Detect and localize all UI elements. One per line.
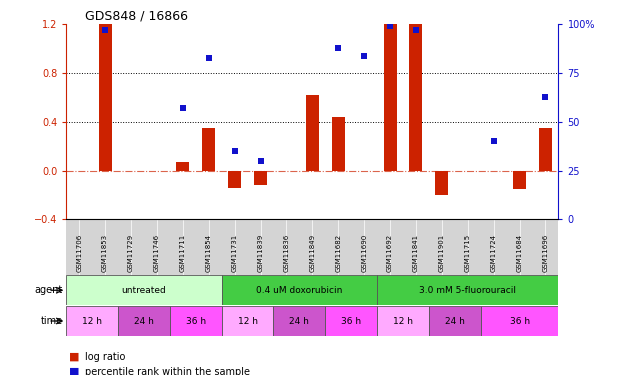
- Bar: [170, 306, 221, 336]
- Text: GSM11696: GSM11696: [543, 234, 548, 272]
- Bar: [254, 171, 267, 185]
- Text: GSM11841: GSM11841: [413, 234, 419, 272]
- Text: 36 h: 36 h: [509, 316, 529, 326]
- Text: GSM11706: GSM11706: [76, 234, 82, 272]
- Text: 24 h: 24 h: [134, 316, 154, 326]
- Bar: [435, 171, 449, 195]
- Text: GSM11690: GSM11690: [361, 234, 367, 272]
- Text: GSM11715: GSM11715: [465, 234, 471, 272]
- Bar: [66, 306, 118, 336]
- Text: GSM11849: GSM11849: [309, 234, 316, 272]
- Text: GSM11901: GSM11901: [439, 234, 445, 272]
- Bar: [228, 171, 241, 188]
- Text: ■: ■: [69, 367, 80, 375]
- Text: 12 h: 12 h: [238, 316, 257, 326]
- Text: agent: agent: [35, 285, 63, 295]
- Bar: [377, 306, 429, 336]
- Bar: [410, 24, 422, 171]
- Bar: [221, 275, 377, 305]
- Bar: [221, 306, 273, 336]
- Bar: [539, 128, 552, 171]
- Text: GSM11836: GSM11836: [283, 234, 290, 272]
- Bar: [118, 306, 170, 336]
- Text: 12 h: 12 h: [393, 316, 413, 326]
- Text: time: time: [41, 316, 63, 326]
- Bar: [273, 306, 326, 336]
- Bar: [384, 24, 396, 171]
- Text: GSM11729: GSM11729: [128, 234, 134, 272]
- Text: GSM11746: GSM11746: [154, 234, 160, 272]
- Bar: [377, 275, 558, 305]
- Text: 0.4 uM doxorubicin: 0.4 uM doxorubicin: [256, 286, 343, 295]
- Bar: [513, 171, 526, 189]
- Bar: [332, 117, 345, 171]
- Text: GSM11724: GSM11724: [491, 234, 497, 272]
- Bar: [203, 128, 215, 171]
- Bar: [481, 306, 558, 336]
- Text: log ratio: log ratio: [85, 352, 126, 362]
- Text: GSM11731: GSM11731: [232, 234, 238, 272]
- Text: 3.0 mM 5-fluorouracil: 3.0 mM 5-fluorouracil: [419, 286, 516, 295]
- Text: GSM11684: GSM11684: [517, 234, 522, 272]
- Bar: [98, 24, 112, 171]
- Bar: [66, 275, 221, 305]
- Text: GSM11692: GSM11692: [387, 234, 393, 272]
- Text: 36 h: 36 h: [341, 316, 362, 326]
- Text: ■: ■: [69, 352, 80, 362]
- Text: GSM11711: GSM11711: [180, 234, 186, 272]
- Text: GSM11854: GSM11854: [206, 234, 212, 272]
- Text: GDS848 / 16866: GDS848 / 16866: [85, 9, 188, 22]
- Text: GSM11853: GSM11853: [102, 234, 108, 272]
- Text: 36 h: 36 h: [186, 316, 206, 326]
- Text: percentile rank within the sample: percentile rank within the sample: [85, 367, 250, 375]
- Text: GSM11682: GSM11682: [335, 234, 341, 272]
- Text: 24 h: 24 h: [290, 316, 309, 326]
- Text: 12 h: 12 h: [82, 316, 102, 326]
- Text: untreated: untreated: [122, 286, 167, 295]
- Bar: [429, 306, 481, 336]
- Text: GSM11839: GSM11839: [257, 234, 264, 272]
- Bar: [176, 162, 189, 171]
- Bar: [326, 306, 377, 336]
- Text: 24 h: 24 h: [445, 316, 465, 326]
- Bar: [306, 95, 319, 171]
